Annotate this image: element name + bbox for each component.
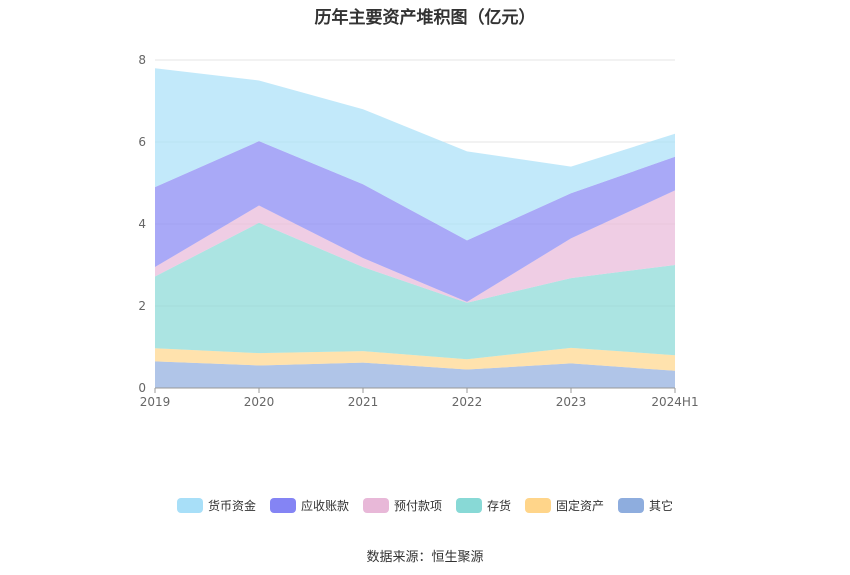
legend-label: 其它 <box>649 499 674 513</box>
legend-swatch <box>525 498 552 513</box>
legend-item[interactable]: 固定资产 <box>525 497 604 514</box>
area-series-预付款项[interactable] <box>155 190 675 303</box>
y-tick-label: 0 <box>138 381 146 395</box>
area-series-应收账款[interactable] <box>155 141 675 302</box>
x-tick-label: 2020 <box>244 395 275 409</box>
x-tick-label: 2023 <box>556 395 587 409</box>
area-series-其它[interactable] <box>155 361 675 388</box>
legend-swatch <box>176 498 203 513</box>
legend-item[interactable]: 货币资金 <box>176 497 256 514</box>
legend-item[interactable]: 存货 <box>456 497 511 514</box>
legend-swatch <box>456 498 482 513</box>
legend-label: 货币资金 <box>207 499 256 513</box>
legend-swatch <box>362 498 389 513</box>
x-tick-label: 2021 <box>348 395 379 409</box>
y-tick-label: 2 <box>138 299 146 313</box>
x-tick-label: 2019 <box>140 395 171 409</box>
data-source: 数据来源：恒生聚源 <box>366 550 484 565</box>
legend-swatch <box>618 498 645 513</box>
legend-item[interactable]: 其它 <box>618 497 673 514</box>
y-tick-label: 8 <box>138 53 146 67</box>
legend-label: 固定资产 <box>556 499 605 513</box>
legend-item[interactable]: 预付款项 <box>362 497 442 514</box>
legend-label: 应收账款 <box>300 499 349 513</box>
y-tick-label: 4 <box>138 217 146 231</box>
area-series-固定资产[interactable] <box>155 347 675 371</box>
legend-label: 预付款项 <box>393 499 442 513</box>
chart-title: 历年主要资产堆积图（亿元） <box>314 8 536 28</box>
chart-legend: 货币资金 应收账款 预付款项 存货 固定资产 其它 <box>0 497 850 514</box>
area-series-货币资金[interactable] <box>155 68 675 241</box>
legend-swatch <box>269 498 296 513</box>
legend-label: 存货 <box>487 499 512 513</box>
legend-item[interactable]: 应收账款 <box>269 497 349 514</box>
stacked-area-chart: 0 2 4 6 8 2019 2020 2021 2022 2023 2024H1 <box>138 53 698 409</box>
area-series-存货[interactable] <box>155 222 675 360</box>
y-tick-label: 6 <box>138 135 146 149</box>
x-tick-label: 2022 <box>452 395 483 409</box>
x-tick-label: 2024H1 <box>651 395 698 409</box>
